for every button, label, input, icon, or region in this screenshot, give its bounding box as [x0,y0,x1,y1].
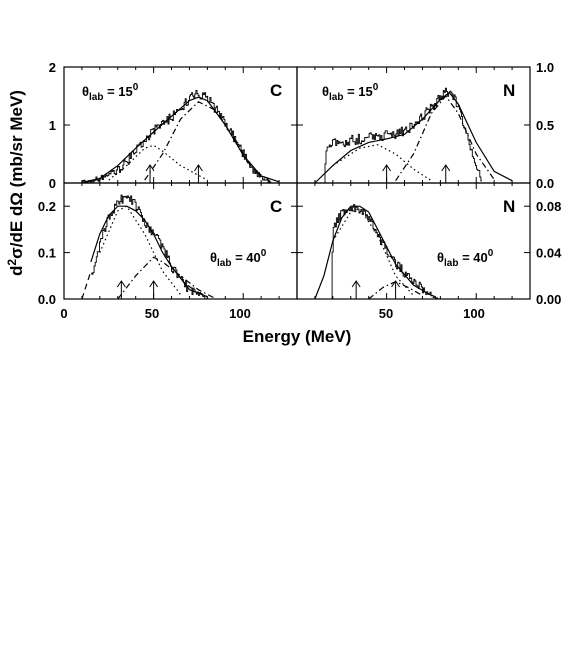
arrow-marker [382,164,392,183]
series-solid [81,96,280,183]
series-histogram [323,87,482,184]
y-axis-title-d: d [7,266,26,276]
y-axis-title-sup: 2 [5,259,19,266]
arrow-marker [194,164,203,183]
y-tick-label: 2 [49,60,56,75]
panel-frame [296,182,531,300]
series-dash-dot [395,95,495,182]
series-histogram [331,204,441,300]
series-dotted [332,207,414,296]
x-axis-title: Energy (MeV) [243,327,352,346]
series-dotted [108,144,208,181]
y-tick-label: 0.0 [536,176,554,191]
panel-frame [63,182,298,300]
series-dotted [332,144,432,182]
y-tick-label: 1.0 [536,60,554,75]
y-axis-title-rest: σ/dE dΩ (mb/sr MeV) [7,90,26,259]
element-label: N [503,197,515,216]
y-tick-label: 0.00 [536,292,561,307]
series-dash-dot [144,101,271,182]
arrow-marker [116,280,126,299]
x-tick-50: 50 [145,306,159,321]
x-tick-50-right: 50 [379,306,393,321]
series-histogram [81,89,272,184]
angle-label: θlab = 400 [210,248,267,269]
series-solid [314,205,432,300]
x-tick-100-right: 100 [463,306,485,321]
series-dashed [81,271,92,300]
arrow-marker [351,280,361,299]
arrow-marker [149,280,159,299]
x-tick-100: 100 [229,306,251,321]
x-tick-0: 0 [60,306,67,321]
y-tick-label: 0.1 [38,246,56,261]
element-label: C [270,81,282,100]
y-tick-label: 0.04 [536,246,562,261]
series-solid [314,91,513,184]
arrow-marker [441,164,451,183]
series-dash-dot [117,256,217,300]
element-label: C [270,197,282,216]
y-axis-title: d2σ/dE dΩ (mb/sr MeV) [5,90,26,276]
series-histogram [90,194,209,300]
arrow-marker [145,164,155,183]
y-tick-label: 0.2 [38,199,56,214]
y-tick-label: 0.08 [536,199,561,214]
y-tick-label: 0.0 [38,292,56,307]
arrow-marker [391,280,400,299]
series-solid [90,205,208,298]
angle-label: θlab = 400 [437,248,494,269]
y-tick-label: 1 [49,118,56,133]
angle-label: θlab = 150 [322,82,379,103]
y-tick-label: 0 [49,176,56,191]
element-label: N [503,81,515,100]
angle-label: θlab = 150 [82,82,139,103]
y-tick-label: 0.5 [536,118,554,133]
series-dotted [99,205,181,295]
